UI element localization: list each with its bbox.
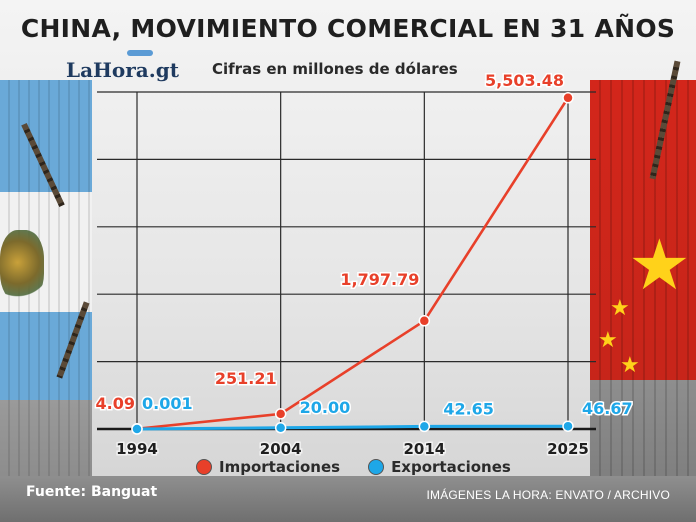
data-label: 4.09 [96,394,135,413]
legend-label-importaciones: Importaciones [219,458,341,476]
series-line-exportaciones [136,424,569,431]
chart-grid [97,91,596,431]
data-point [562,92,574,104]
data-point [418,420,431,433]
data-point [418,315,431,327]
data-label: 42.65 [443,399,494,418]
chart-points [131,92,574,435]
star-icon: ★ [620,353,640,378]
legend-swatch-importaciones [196,459,212,475]
star-icon: ★ [628,224,691,306]
china-flag-container: ★ ★ ★ ★ [590,80,696,480]
star-icon: ★ [610,296,630,321]
data-label: 46.67 [582,399,633,418]
legend-label-exportaciones: Exportaciones [391,458,511,476]
guatemala-emblem-icon [0,230,44,302]
star-icon: ★ [598,328,618,353]
data-point [562,420,574,432]
chart-legend: Importaciones Exportaciones [196,458,511,476]
x-tick-label: 2004 [260,440,302,458]
chart-x-ticks: 1994 2004 2014 2025 [115,439,591,460]
data-label: 1,797.79 [340,270,419,289]
series-line-importaciones [136,97,570,431]
data-point [274,422,287,434]
data-label: 20.00 [300,398,351,417]
chart-data-labels: 4.09 251.21 1,797.79 5,503.48 0.001 20.00 42.6… [94,69,634,420]
page-title: CHINA, MOVIMIENTO COMERCIAL EN 31 AÑOS [20,14,676,43]
data-label: 5,503.48 [485,71,564,90]
source-note: Fuente: Banguat [26,484,158,500]
x-tick-label: 2014 [403,440,445,458]
data-point [274,408,287,420]
chart-series [136,97,570,431]
image-credit: IMÁGENES LA HORA: ENVATO / ARCHIVO [426,488,670,502]
chart-subtitle: Cifras en millones de dólares [212,60,458,78]
x-tick-label: 1994 [116,440,158,458]
logo-accent-icon [127,50,153,56]
legend-swatch-exportaciones [368,459,385,475]
data-label: 251.21 [215,369,277,388]
legend-item-importaciones: Importaciones [196,458,340,476]
x-tick-label: 2025 [547,440,589,458]
footer-bar [0,476,696,522]
legend-item-exportaciones: Exportaciones [368,458,511,476]
data-point [131,423,143,435]
data-label: 0.001 [142,394,193,413]
guatemala-flag-container [0,80,92,480]
brand-logo: LaHora.gt [66,58,179,82]
